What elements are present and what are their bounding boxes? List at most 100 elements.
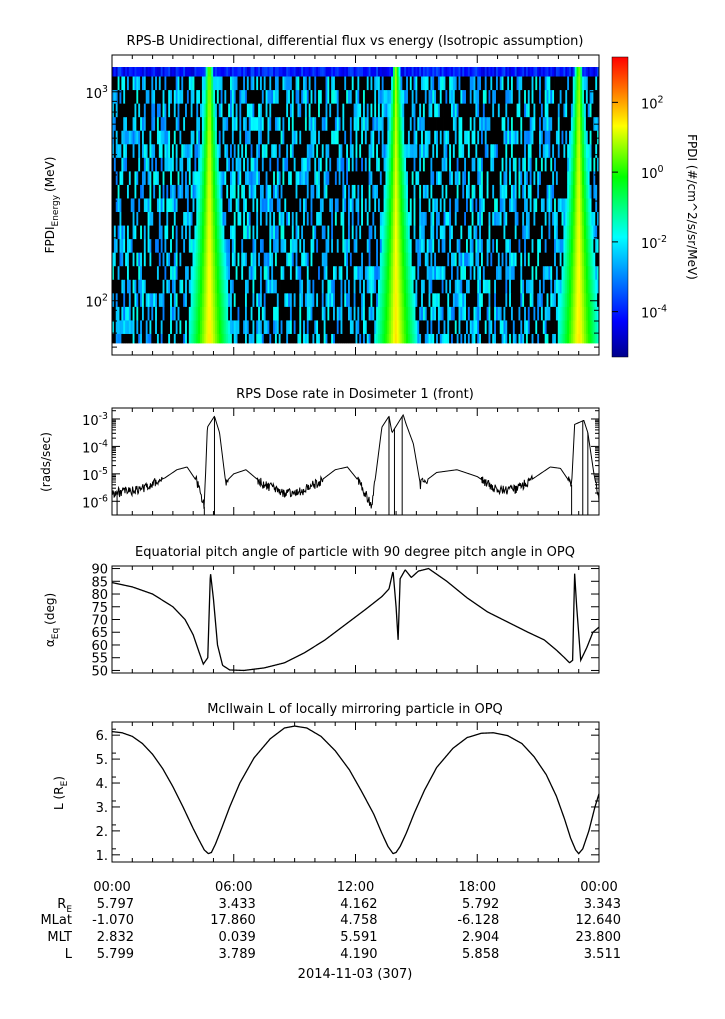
spectrogram-cell xyxy=(434,89,437,104)
spectrogram-cell xyxy=(439,170,443,185)
spectrogram-cell xyxy=(419,238,422,253)
spectrogram-cell xyxy=(207,333,210,344)
spectrogram-cell xyxy=(413,320,416,334)
spectrogram-cell xyxy=(141,265,145,280)
spectrogram-cell xyxy=(514,157,517,172)
spectrogram-cell xyxy=(200,116,203,131)
spectrogram-cell xyxy=(147,333,150,344)
spectrogram-cell xyxy=(155,198,158,213)
spectrogram-cell xyxy=(569,265,572,280)
spectrogram-cell xyxy=(398,238,401,253)
spectrogram-cell xyxy=(490,103,493,118)
spectrogram-cell xyxy=(331,143,334,158)
spectrogram-cell xyxy=(211,292,214,307)
spectrogram-cell xyxy=(514,211,517,226)
spectrogram-cell xyxy=(582,116,585,131)
spectrogram-cell xyxy=(293,265,296,280)
spectrogram-cell xyxy=(471,306,474,321)
spectrogram-cell xyxy=(351,198,355,213)
spectrogram-cell xyxy=(391,198,394,213)
spectrogram-cell xyxy=(348,265,351,280)
spectrogram-cell xyxy=(467,143,471,158)
spectrogram-cell xyxy=(555,252,559,267)
spectrogram-cell xyxy=(467,116,471,131)
spectrogram-cell xyxy=(351,238,355,253)
spectrogram-cell xyxy=(179,157,182,172)
spectrogram-cell xyxy=(166,198,169,213)
spectrogram-cell xyxy=(291,157,295,172)
spectrogram-cell xyxy=(391,238,394,253)
spectrogram-cell xyxy=(280,157,283,172)
spectrogram-cell xyxy=(449,333,452,344)
spectrogram-cell xyxy=(591,157,594,172)
spectrogram-cell xyxy=(469,279,473,294)
spectrogram-cell xyxy=(415,89,418,104)
spectrogram-cell xyxy=(484,157,488,172)
spectrogram-cell xyxy=(346,306,349,321)
spectrogram-cell xyxy=(565,103,568,118)
spectrogram-cell xyxy=(402,211,405,226)
spectrogram-cell xyxy=(119,143,122,158)
spectrogram-cell xyxy=(291,198,295,213)
spectrogram-cell xyxy=(123,116,126,131)
spectrogram-cell xyxy=(361,292,364,307)
spectrogram-cell xyxy=(198,292,201,307)
spectrogram-cell xyxy=(389,198,392,213)
spectrogram-cell xyxy=(379,292,383,307)
spectrogram-cell xyxy=(145,116,148,131)
spectrogram-cell xyxy=(383,265,386,280)
spectrogram-cell xyxy=(561,238,564,253)
spectrogram-cell xyxy=(256,103,259,118)
spectrogram-cell xyxy=(112,279,115,294)
spectrogram-cell xyxy=(230,238,233,253)
spectrogram-cell xyxy=(544,157,547,172)
spectrogram-cell xyxy=(329,170,332,185)
spectrogram-cell xyxy=(529,292,532,307)
spectrogram-cell xyxy=(306,116,310,131)
spectrogram-cell xyxy=(327,238,330,253)
spectrogram-cell xyxy=(213,292,216,307)
spectrogram-cell xyxy=(426,225,429,240)
spectrogram-cell xyxy=(518,265,521,280)
spectrogram-cell xyxy=(557,103,561,118)
spectrogram-cell xyxy=(321,252,325,267)
spectrogram-cell xyxy=(269,103,272,118)
spectrogram-cell xyxy=(143,320,147,334)
spectrogram-cell xyxy=(175,252,178,267)
spectrogram-cell xyxy=(271,130,274,145)
spectrogram-cell xyxy=(550,225,553,240)
spectrogram-cell xyxy=(344,333,347,344)
spectrogram-cell xyxy=(383,252,386,267)
spectrogram-cell xyxy=(531,198,534,213)
spectrogram-cell xyxy=(282,211,285,226)
spectrogram-cell xyxy=(454,116,458,131)
spectrogram-cell xyxy=(428,184,431,199)
spectrogram-cell xyxy=(155,103,158,118)
spectrogram-cell xyxy=(578,306,581,321)
spectrogram-cell xyxy=(542,225,546,240)
spectrogram-cell xyxy=(430,116,433,131)
spectrogram-cell xyxy=(406,103,409,118)
spectrogram-cell xyxy=(205,170,208,185)
spectrogram-cell xyxy=(329,211,332,226)
spectrogram-cell xyxy=(123,333,126,344)
spectrogram-cell xyxy=(132,184,135,199)
spectrogram-cell xyxy=(269,184,272,199)
spectrogram-cell xyxy=(512,333,516,344)
spectrogram-cell xyxy=(413,265,416,280)
spectrogram-cell xyxy=(580,89,583,104)
spectrogram-cell xyxy=(319,116,323,131)
spectrogram-cell xyxy=(394,292,398,307)
spectrogram-cell xyxy=(374,157,377,172)
spectrogram-cell xyxy=(473,130,476,145)
spectrogram-cell xyxy=(329,157,332,172)
spectrogram-cell xyxy=(286,170,289,185)
spectrogram-cell xyxy=(151,292,154,307)
spectrogram-cell xyxy=(215,306,218,321)
spectrogram-cell xyxy=(130,252,133,267)
spectrogram-cell xyxy=(376,184,379,199)
spectrogram-cell xyxy=(578,279,581,294)
spectrogram-cell xyxy=(548,103,551,118)
spectrogram-cell xyxy=(342,143,345,158)
spectrogram-cell xyxy=(248,116,251,131)
